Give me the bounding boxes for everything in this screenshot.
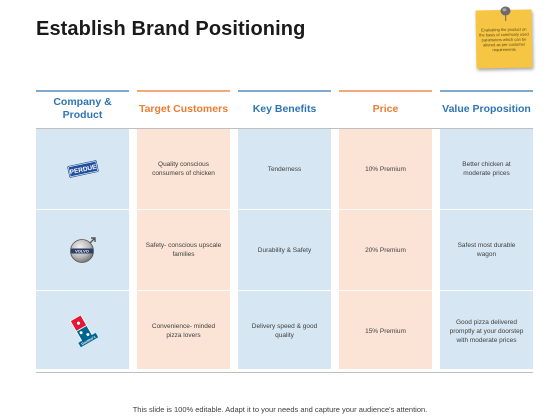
column-value-bg <box>440 129 533 369</box>
row-divider <box>36 209 533 210</box>
column-price-bg <box>339 129 432 369</box>
header-divider <box>36 128 533 129</box>
perdue-logo: PERDUE <box>66 160 99 178</box>
header-company: Company & Product <box>53 96 112 121</box>
column-benefits-bg <box>238 129 331 369</box>
table-row-logo: VOLVO <box>36 210 129 290</box>
header-value-proposition: Value Proposition <box>442 102 531 115</box>
table-cell-price: 15% Premium <box>365 327 406 335</box>
table-cell-benefits: Tenderness <box>267 165 302 173</box>
slide-title: Establish Brand Positioning <box>36 18 306 40</box>
table-row-logo: Domino's <box>36 291 129 371</box>
header-key-benefits: Key Benefits <box>252 102 317 115</box>
table-cell-value: Good pizza delivered promptly at your do… <box>449 318 524 344</box>
row-divider <box>36 290 533 291</box>
header-price: Price <box>372 102 399 115</box>
sticky-note: Evaluating the product on the basis of c… <box>475 6 533 69</box>
positioning-table: Company & Product Target Customers Key B… <box>36 90 533 373</box>
header-rule <box>137 90 230 92</box>
table-bottom-rule <box>36 372 533 373</box>
column-target-bg <box>137 129 230 369</box>
logo-text: Domino's <box>80 335 96 346</box>
table-cell-value: Safest most durable wagon <box>457 242 516 258</box>
table-cell-target: Safety- conscious upscale families <box>145 242 222 258</box>
table-cell-price: 20% Premium <box>365 246 406 254</box>
header-rule <box>339 90 432 92</box>
header-target-customers: Target Customers <box>138 102 229 115</box>
table-cell-price: 10% Premium <box>365 165 406 173</box>
header-rule <box>238 90 331 92</box>
header-rule <box>440 90 533 92</box>
sticky-note-text: Evaluating the product on the basis of c… <box>479 26 529 53</box>
volvo-logo: VOLVO <box>69 237 96 263</box>
logo-text: VOLVO <box>75 249 89 254</box>
table-row-logo: PERDUE <box>36 129 129 209</box>
table-cell-target: Convenience- minded pizza lovers <box>151 323 216 339</box>
table-cell-target: Quality conscious consumers of chicken <box>152 161 215 177</box>
table-cell-value: Better chicken at moderate prices <box>462 161 511 177</box>
table-cell-benefits: Delivery speed & good quality <box>251 323 318 339</box>
header-rule <box>36 90 129 92</box>
pushpin-icon <box>500 6 511 21</box>
slide-footer: This slide is 100% editable. Adapt it to… <box>132 405 428 414</box>
table-cell-benefits: Durability & Safety <box>257 246 312 254</box>
dominos-logo: Domino's <box>69 314 98 348</box>
